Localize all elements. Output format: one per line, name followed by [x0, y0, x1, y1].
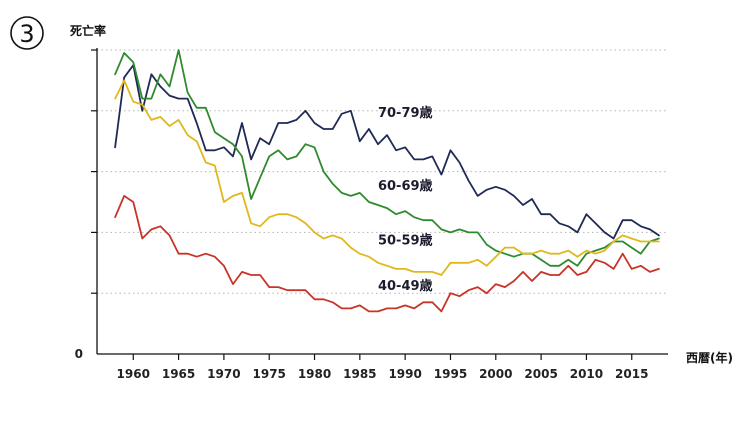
x-axis-title: 西暦(年) [686, 350, 733, 365]
chart-number-badge: 3 [10, 16, 44, 50]
series-line-70-79 [114, 64, 660, 240]
y-axis-title: 死亡率 [70, 23, 106, 38]
y-zero-label: 0 [75, 347, 83, 361]
series-label-40-49: 40-49歳 [378, 278, 433, 294]
series-line-40-49 [114, 195, 660, 313]
x-tick-label: 1970 [207, 367, 240, 381]
axes: 0 [75, 48, 668, 361]
x-tick-label: 1960 [117, 367, 150, 381]
series-lines [114, 49, 660, 313]
x-tick-label: 1985 [343, 367, 376, 381]
x-tick-label: 1975 [253, 367, 286, 381]
x-ticks: 1960 1965 1970 1975 1980 1985 1990 1995 2000 2005… [117, 354, 648, 381]
series-label-60-69: 60-69歳 [378, 178, 433, 194]
badge-circle [10, 16, 44, 50]
series-line-50-59 [114, 79, 660, 276]
x-tick-label: 2015 [615, 367, 648, 381]
x-tick-label: 2005 [524, 367, 557, 381]
series-line-60-69 [114, 49, 660, 267]
series-labels: 70-79歳 60-69歳 50-59歳 40-49歳 [378, 105, 433, 294]
badge-number: 3 [19, 20, 34, 48]
x-tick-label: 1980 [298, 367, 331, 381]
gridlines [91, 49, 668, 294]
series-label-50-59: 50-59歳 [378, 233, 433, 249]
x-tick-label: 1990 [388, 367, 421, 381]
x-tick-label: 1965 [162, 367, 195, 381]
x-tick-label: 1995 [434, 367, 467, 381]
x-tick-label: 2010 [570, 367, 603, 381]
series-label-70-79: 70-79歳 [378, 105, 433, 121]
x-tick-label: 2000 [479, 367, 512, 381]
